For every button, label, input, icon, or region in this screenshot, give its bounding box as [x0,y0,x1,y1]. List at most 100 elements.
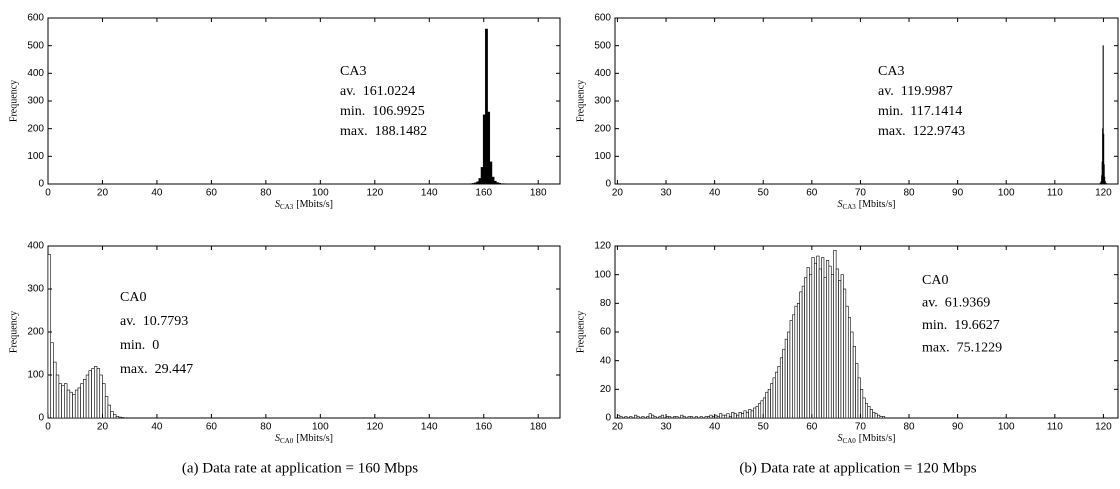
histogram-bar [745,411,749,419]
x-label-unit: [Mbits/s] [296,199,333,210]
x-tick-label: 30 [660,422,672,433]
y-tick-label: 600 [27,13,44,24]
histogram-bar [784,338,788,419]
histogram-bar [731,411,735,419]
histogram-bar [648,413,652,419]
x-tick-label: 50 [758,422,770,433]
histogram-bar [485,28,488,185]
histogram-bar [838,280,842,419]
histogram-bar [874,413,878,419]
y-tick-label: 400 [27,68,44,79]
histogram-bar [99,374,103,419]
y-tick-label: 200 [27,123,44,134]
histogram-bar [877,414,881,419]
histogram-bar [646,416,650,419]
histogram-bar [50,342,54,419]
histogram-bar [64,383,68,419]
x-tick-label: 30 [660,188,672,199]
histogram-bar [813,262,817,419]
y-tick-label: 20 [600,384,612,395]
histogram-bar [777,366,781,419]
y-tick-label: 500 [594,40,611,51]
histogram-bar [869,409,873,419]
histogram-bar [694,416,698,419]
histogram-bar [634,414,638,419]
y-tick-label: 120 [594,241,611,252]
histogram-bar [736,414,740,419]
histogram-bar [738,411,742,419]
histogram-bar [792,314,796,419]
histogram-bar [107,404,111,419]
histogram-bar [796,303,800,419]
histogram-bar [660,414,664,419]
annotation: av. 119.9987 [878,84,953,99]
histogram-bar [828,265,832,419]
histogram-bar [110,411,114,419]
x-tick-label: 140 [421,188,438,199]
histogram-bar [726,413,730,419]
histogram-bar [115,415,120,419]
annotation: max. 122.9743 [878,124,965,139]
histogram-bar [619,416,623,419]
histogram-bar [767,389,771,419]
x-tick-label: 0 [45,422,51,433]
histogram-bar [857,377,861,419]
histogram-bar [719,413,723,419]
x-tick-label: 120 [366,188,383,199]
x-tick-label: 90 [952,188,964,199]
histogram-bar [826,260,830,419]
x-tick-label: 40 [151,188,163,199]
x-tick-label: 180 [530,422,547,433]
histogram-bar [728,416,732,419]
histogram-bar [491,176,495,185]
histogram-bar [765,391,769,419]
x-tick-label: 60 [806,188,818,199]
x-label-symbol: S [275,199,280,210]
x-tick-label: 120 [1095,422,1112,433]
histogram-bar [69,391,73,419]
annotation: CA0 [922,273,948,288]
histogram-bar [821,257,825,419]
histogram-bar [724,414,728,419]
histogram-bar [495,182,499,185]
histogram-bar [83,378,87,419]
histogram-bar [872,411,876,419]
annotation: av. 61.9369 [922,296,990,311]
x-tick-label: 110 [1047,188,1063,199]
histogram-bar [641,416,645,419]
x-label-subscript: CA3 [280,203,294,211]
histogram-bar [493,180,497,185]
histogram-bar [113,414,117,419]
x-tick-label: 60 [206,422,218,433]
y-tick-label: 300 [27,284,44,295]
histogram-bar [787,331,791,419]
histogram-bar [478,178,482,185]
x-tick-label: 120 [366,422,383,433]
y-tick-label: 100 [594,151,611,162]
y-tick-label: 0 [38,179,44,190]
y-axis-label: Frequency [8,311,19,353]
annotation: av. 161.0224 [340,84,415,99]
histogram-bar [881,416,886,419]
histogram-bar [709,414,713,419]
histogram-bar [102,383,106,419]
histogram-bar [721,414,725,419]
x-tick-label: 70 [855,422,867,433]
histogram-bar [624,416,628,419]
annotation: max. 29.447 [120,362,193,377]
histogram-bar [862,397,866,419]
histogram-bar [66,389,71,419]
histogram-bar [651,414,655,419]
histogram-bar [779,357,783,419]
x-tick-label: 160 [475,422,492,433]
histogram-bar [843,288,847,419]
histogram-bar [775,371,779,419]
histogram-bar [704,416,708,419]
x-label-unit: [Mbits/s] [859,199,896,210]
x-label-unit: [Mbits/s] [859,433,896,444]
histogram-bar [96,368,101,419]
annotation: CA3 [340,64,366,79]
histogram-bar [716,416,720,419]
histogram-bar [53,361,57,419]
